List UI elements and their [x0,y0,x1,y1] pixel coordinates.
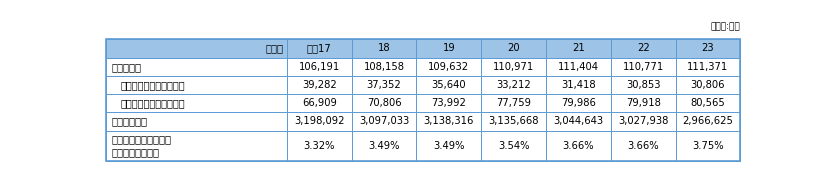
Bar [287,58,352,76]
Text: 39,282: 39,282 [302,80,337,90]
Bar [106,39,287,58]
Bar [676,112,740,130]
Text: 80,565: 80,565 [691,98,725,108]
Text: 111,404: 111,404 [558,62,599,72]
Bar [481,58,546,76]
Text: 電話通信料: 電話通信料 [111,62,141,72]
Bar [352,130,416,161]
Bar [481,112,546,130]
Text: 30,806: 30,806 [691,80,725,90]
Bar [676,94,740,112]
Text: 22: 22 [637,43,649,54]
Text: 3,198,092: 3,198,092 [294,116,344,126]
Bar [676,130,740,161]
Bar [611,94,676,112]
Bar [287,39,352,58]
Text: 3,044,643: 3,044,643 [554,116,603,126]
Text: 30,853: 30,853 [626,80,660,90]
Bar [287,94,352,112]
Bar [676,76,740,94]
Text: 3.32%: 3.32% [303,141,335,151]
Bar [287,76,352,94]
Bar [106,94,287,112]
Bar [416,112,481,130]
Bar [481,130,546,161]
Text: 3.49%: 3.49% [433,141,465,151]
Bar [546,76,611,94]
Bar [287,130,352,161]
Text: 18: 18 [377,43,391,54]
Bar [352,39,416,58]
Bar [106,58,287,76]
Text: 3.49%: 3.49% [368,141,400,151]
Text: 23: 23 [701,43,714,54]
Text: 77,759: 77,759 [496,98,531,108]
Bar [611,76,676,94]
Text: 平成17: 平成17 [307,43,332,54]
Bar [416,39,481,58]
Text: 3,027,938: 3,027,938 [618,116,668,126]
Text: 33,212: 33,212 [496,80,531,90]
Bar [287,112,352,130]
Text: 3,138,316: 3,138,316 [424,116,474,126]
Bar [352,112,416,130]
Bar [611,39,676,58]
Bar [481,94,546,112]
Text: （うち）固定電話通信料: （うち）固定電話通信料 [120,80,185,90]
Text: 3,135,668: 3,135,668 [489,116,539,126]
Bar [106,39,740,161]
Bar [352,58,416,76]
Text: （うち）移動電話通信料: （うち）移動電話通信料 [120,98,185,108]
Text: 3.54%: 3.54% [498,141,529,151]
Text: 21: 21 [572,43,585,54]
Bar [416,94,481,112]
Text: 79,918: 79,918 [625,98,661,108]
Bar [352,76,416,94]
Text: 73,992: 73,992 [432,98,466,108]
Text: 110,771: 110,771 [623,62,664,72]
Text: 106,191: 106,191 [298,62,340,72]
Bar [546,39,611,58]
Bar [676,39,740,58]
Bar [546,94,611,112]
Bar [416,130,481,161]
Text: 3,097,033: 3,097,033 [359,116,410,126]
Bar [611,58,676,76]
Bar [106,76,287,94]
Text: 20: 20 [508,43,520,54]
Bar [546,58,611,76]
Text: 66,909: 66,909 [302,98,337,108]
Text: 世帯消費支出に占める
電話通信料の割合: 世帯消費支出に占める 電話通信料の割合 [111,134,171,157]
Text: 19: 19 [442,43,455,54]
Bar [611,112,676,130]
Text: 3.66%: 3.66% [563,141,594,151]
Bar [481,76,546,94]
Text: （単位:円）: （単位:円） [710,23,740,31]
Bar [416,58,481,76]
Text: 2,966,625: 2,966,625 [682,116,733,126]
Text: 31,418: 31,418 [561,80,596,90]
Text: 35,640: 35,640 [432,80,466,90]
Bar [481,39,546,58]
Bar [352,94,416,112]
Bar [546,130,611,161]
Text: 70,806: 70,806 [367,98,401,108]
Bar [676,58,740,76]
Text: 3.75%: 3.75% [692,141,723,151]
Bar [106,130,287,161]
Text: 37,352: 37,352 [367,80,401,90]
Text: 110,971: 110,971 [493,62,534,72]
Text: （年）: （年） [265,43,283,54]
Bar [546,112,611,130]
Text: 3.66%: 3.66% [627,141,659,151]
Text: 108,158: 108,158 [363,62,405,72]
Bar [611,130,676,161]
Text: 111,371: 111,371 [687,62,728,72]
Text: 世帯消費支出: 世帯消費支出 [111,116,147,126]
Text: 109,632: 109,632 [428,62,470,72]
Text: 79,986: 79,986 [561,98,596,108]
Bar [416,76,481,94]
Bar [106,112,287,130]
